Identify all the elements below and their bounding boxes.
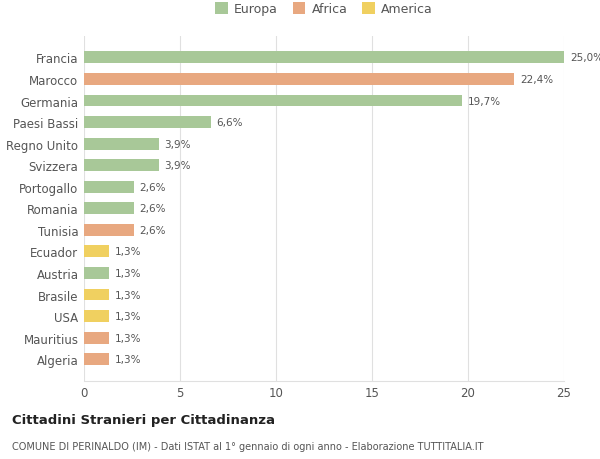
Bar	[84, 160, 159, 172]
Bar	[84, 353, 109, 365]
Bar	[84, 95, 462, 107]
Bar	[84, 224, 134, 236]
Bar	[84, 289, 109, 301]
Text: 1,3%: 1,3%	[115, 311, 141, 321]
Text: 2,6%: 2,6%	[140, 204, 166, 214]
Bar	[84, 181, 134, 193]
Text: 2,6%: 2,6%	[140, 182, 166, 192]
Legend: Europa, Africa, America: Europa, Africa, America	[210, 0, 438, 21]
Bar	[84, 310, 109, 322]
Text: 6,6%: 6,6%	[217, 118, 243, 128]
Bar	[84, 332, 109, 344]
Bar	[84, 268, 109, 279]
Text: 3,9%: 3,9%	[164, 161, 191, 171]
Text: 3,9%: 3,9%	[164, 140, 191, 149]
Text: 19,7%: 19,7%	[468, 96, 501, 106]
Bar	[84, 52, 564, 64]
Text: 1,3%: 1,3%	[115, 333, 141, 343]
Bar	[84, 74, 514, 86]
Bar	[84, 117, 211, 129]
Text: 2,6%: 2,6%	[140, 225, 166, 235]
Text: COMUNE DI PERINALDO (IM) - Dati ISTAT al 1° gennaio di ogni anno - Elaborazione : COMUNE DI PERINALDO (IM) - Dati ISTAT al…	[12, 441, 484, 451]
Bar	[84, 246, 109, 258]
Bar	[84, 203, 134, 215]
Text: Cittadini Stranieri per Cittadinanza: Cittadini Stranieri per Cittadinanza	[12, 413, 275, 426]
Text: 22,4%: 22,4%	[520, 75, 553, 85]
Text: 25,0%: 25,0%	[570, 53, 600, 63]
Bar	[84, 139, 159, 150]
Text: 1,3%: 1,3%	[115, 247, 141, 257]
Text: 1,3%: 1,3%	[115, 290, 141, 300]
Text: 1,3%: 1,3%	[115, 269, 141, 278]
Text: 1,3%: 1,3%	[115, 354, 141, 364]
